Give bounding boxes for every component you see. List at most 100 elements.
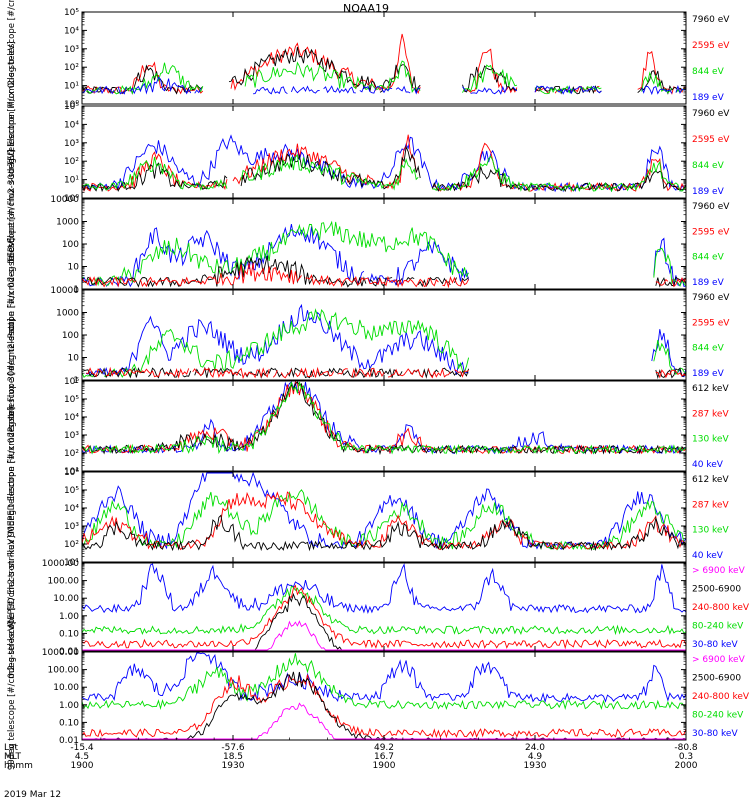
- panel-5: 10¹ 10² 10³ 10⁴ 10⁵ 10⁶ MEPED Electron Flux 0d…: [7, 318, 729, 533]
- trace-red: [81, 584, 687, 650]
- panel-7-traces: [81, 563, 687, 651]
- x-tick-label-hhmm: 1900: [373, 761, 396, 771]
- x-tick-label-mlt: 16.7: [374, 752, 394, 762]
- trace-blue: [81, 134, 687, 193]
- x-row-label: Lat: [4, 743, 19, 753]
- legend-entry: 2595 eV: [692, 41, 730, 51]
- y-tick-label: 1: [73, 376, 79, 386]
- y-tick-label: 10³: [64, 45, 79, 55]
- y-tick-label: 10⁴: [64, 26, 79, 36]
- x-tick-label-hhmm: 2000: [675, 761, 698, 771]
- y-tick-label: 10⁰: [64, 194, 79, 204]
- legend-entry: 287 keV: [692, 409, 729, 419]
- trace-red: [81, 491, 687, 551]
- legend-entry: 240-800 keV: [692, 692, 750, 702]
- legend-entry: 844 eV: [692, 253, 725, 263]
- date-label: 2019 Mar 12: [4, 790, 61, 800]
- trace-red: [81, 262, 687, 289]
- panel-4-traces: [81, 303, 687, 380]
- panel-3-traces: [81, 220, 687, 289]
- legend-entry: 40 keV: [692, 551, 724, 561]
- y-axis-label: TED Electron Flux 0deg telescope [#/cm2-…: [7, 0, 17, 167]
- legend-entry: 7960 eV: [692, 293, 730, 303]
- trace-blue: [85, 303, 687, 378]
- y-axis-label: TED Electron Flux 30deg telescope [#/cm2…: [7, 41, 17, 263]
- y-tick-label: 0.01: [59, 647, 79, 657]
- panel-2: 10⁰ 10¹ 10² 10³ 10⁴ 10⁵ TED Electron Flux 30de…: [7, 41, 730, 263]
- legend-entry: 2595 eV: [692, 135, 730, 145]
- y-tick-label: 10⁴: [64, 413, 79, 423]
- legend-entry: 80-240 keV: [692, 622, 744, 632]
- trace-black: [82, 671, 687, 741]
- panel-2-traces: [81, 134, 687, 193]
- y-tick-label: 10⁴: [64, 120, 79, 130]
- y-tick-label: 100: [62, 331, 79, 341]
- legend-entry: > 6900 keV: [692, 655, 746, 665]
- y-axis-label: 90deg telescope [#/cm2-s-str-keV]: [7, 622, 17, 770]
- panel-6-traces: [81, 471, 687, 552]
- legend-entry: 130 keV: [692, 435, 729, 445]
- panel-frame: [81, 651, 687, 741]
- y-tick-label: 10¹: [64, 82, 79, 92]
- trace-green: [81, 653, 687, 711]
- x-tick-label-mlt: 4.5: [75, 752, 89, 762]
- x-tick-label-hhmm: 1930: [524, 761, 547, 771]
- y-tick-label: 10⁵: [64, 395, 79, 405]
- y-tick-label: 10⁴: [64, 504, 79, 514]
- legend-entry: 287 keV: [692, 500, 729, 510]
- panel-3: 1 10 100 1000 10000 Proton Flux 0deg telescop…: [7, 150, 730, 339]
- legend-entry: 189 eV: [692, 369, 725, 379]
- y-tick-label: 1.00: [59, 612, 79, 622]
- y-tick-label: 100.00: [48, 577, 80, 587]
- trace-red: [81, 134, 687, 193]
- y-axis-label: MEPED Electron Flux 0deg telescope [#/cm…: [7, 318, 17, 533]
- y-tick-label: 10³: [64, 139, 79, 149]
- trace-red: [85, 366, 687, 380]
- panel-6: 10¹ 10² 10³ 10⁴ 10⁵ 10⁶ MEPED Electron Flux 90…: [7, 407, 729, 628]
- y-tick-label: 10¹: [64, 558, 79, 568]
- trace-green: [81, 308, 687, 379]
- panel-frame: [81, 289, 687, 381]
- panel-frame: [81, 105, 687, 199]
- y-axis-label: 0deg telescope [#/cm2-s-str-keV]: [7, 536, 17, 679]
- legend-entry: 844 eV: [692, 67, 725, 77]
- y-tick-label: 10⁰: [64, 100, 79, 110]
- y-tick-label: 10⁵: [64, 486, 79, 496]
- y-tick-label: 0.10: [59, 629, 79, 639]
- legend-entry: 189 eV: [692, 93, 725, 103]
- x-tick-label-lat: 49.2: [374, 743, 394, 753]
- y-tick-label: 10.00: [53, 683, 79, 693]
- y-tick-label: 10: [68, 354, 80, 364]
- trace-blue: [81, 563, 687, 614]
- x-tick-label-lat: -57.6: [221, 743, 245, 753]
- x-tick-label-hhmm: 1930: [222, 761, 245, 771]
- y-tick-label: 10⁵: [64, 8, 79, 18]
- trace-black: [81, 514, 687, 552]
- trace-blue: [81, 224, 687, 288]
- figure-title: NOAA19: [343, 2, 389, 15]
- legend-entry: 612 keV: [692, 475, 729, 485]
- x-tick-label-lat: -15.4: [70, 743, 94, 753]
- y-tick-label: 10²: [64, 449, 79, 459]
- trace-green: [81, 153, 687, 193]
- panel-7: 0.01 0.10 1.00 10.00 100.00 1000.00 0deg teles…: [7, 536, 750, 679]
- x-row-label: MLT: [4, 752, 22, 762]
- trace-magenta: [82, 620, 686, 651]
- trace-black: [81, 145, 687, 193]
- trace-green: [81, 220, 687, 287]
- y-axis-label: MEPED Electron Flux 90deg telescope [#/c…: [7, 407, 17, 628]
- y-tick-label: 10¹: [64, 467, 79, 477]
- y-tick-label: 100.00: [48, 666, 80, 676]
- legend-entry: 7960 eV: [692, 15, 730, 25]
- x-tick-label-mlt: 18.5: [223, 752, 243, 762]
- legend-entry: 844 eV: [692, 344, 725, 354]
- panel-frame: [81, 198, 687, 290]
- legend-entry: 2500-6900: [692, 674, 741, 684]
- y-axis-label: Proton Flux 0deg telescope [#/cm2-s-str-…: [7, 150, 17, 339]
- legend-entry: 40 keV: [692, 460, 724, 470]
- y-tick-label: 10²: [64, 540, 79, 550]
- panel-1: 10⁰ 10¹ 10² 10³ 10⁴ 10⁵ TED Electron Flux 0deg…: [7, 0, 730, 167]
- legend-entry: 7960 eV: [692, 202, 730, 212]
- y-tick-label: 10⁵: [64, 102, 79, 112]
- y-tick-label: 0.10: [59, 718, 79, 728]
